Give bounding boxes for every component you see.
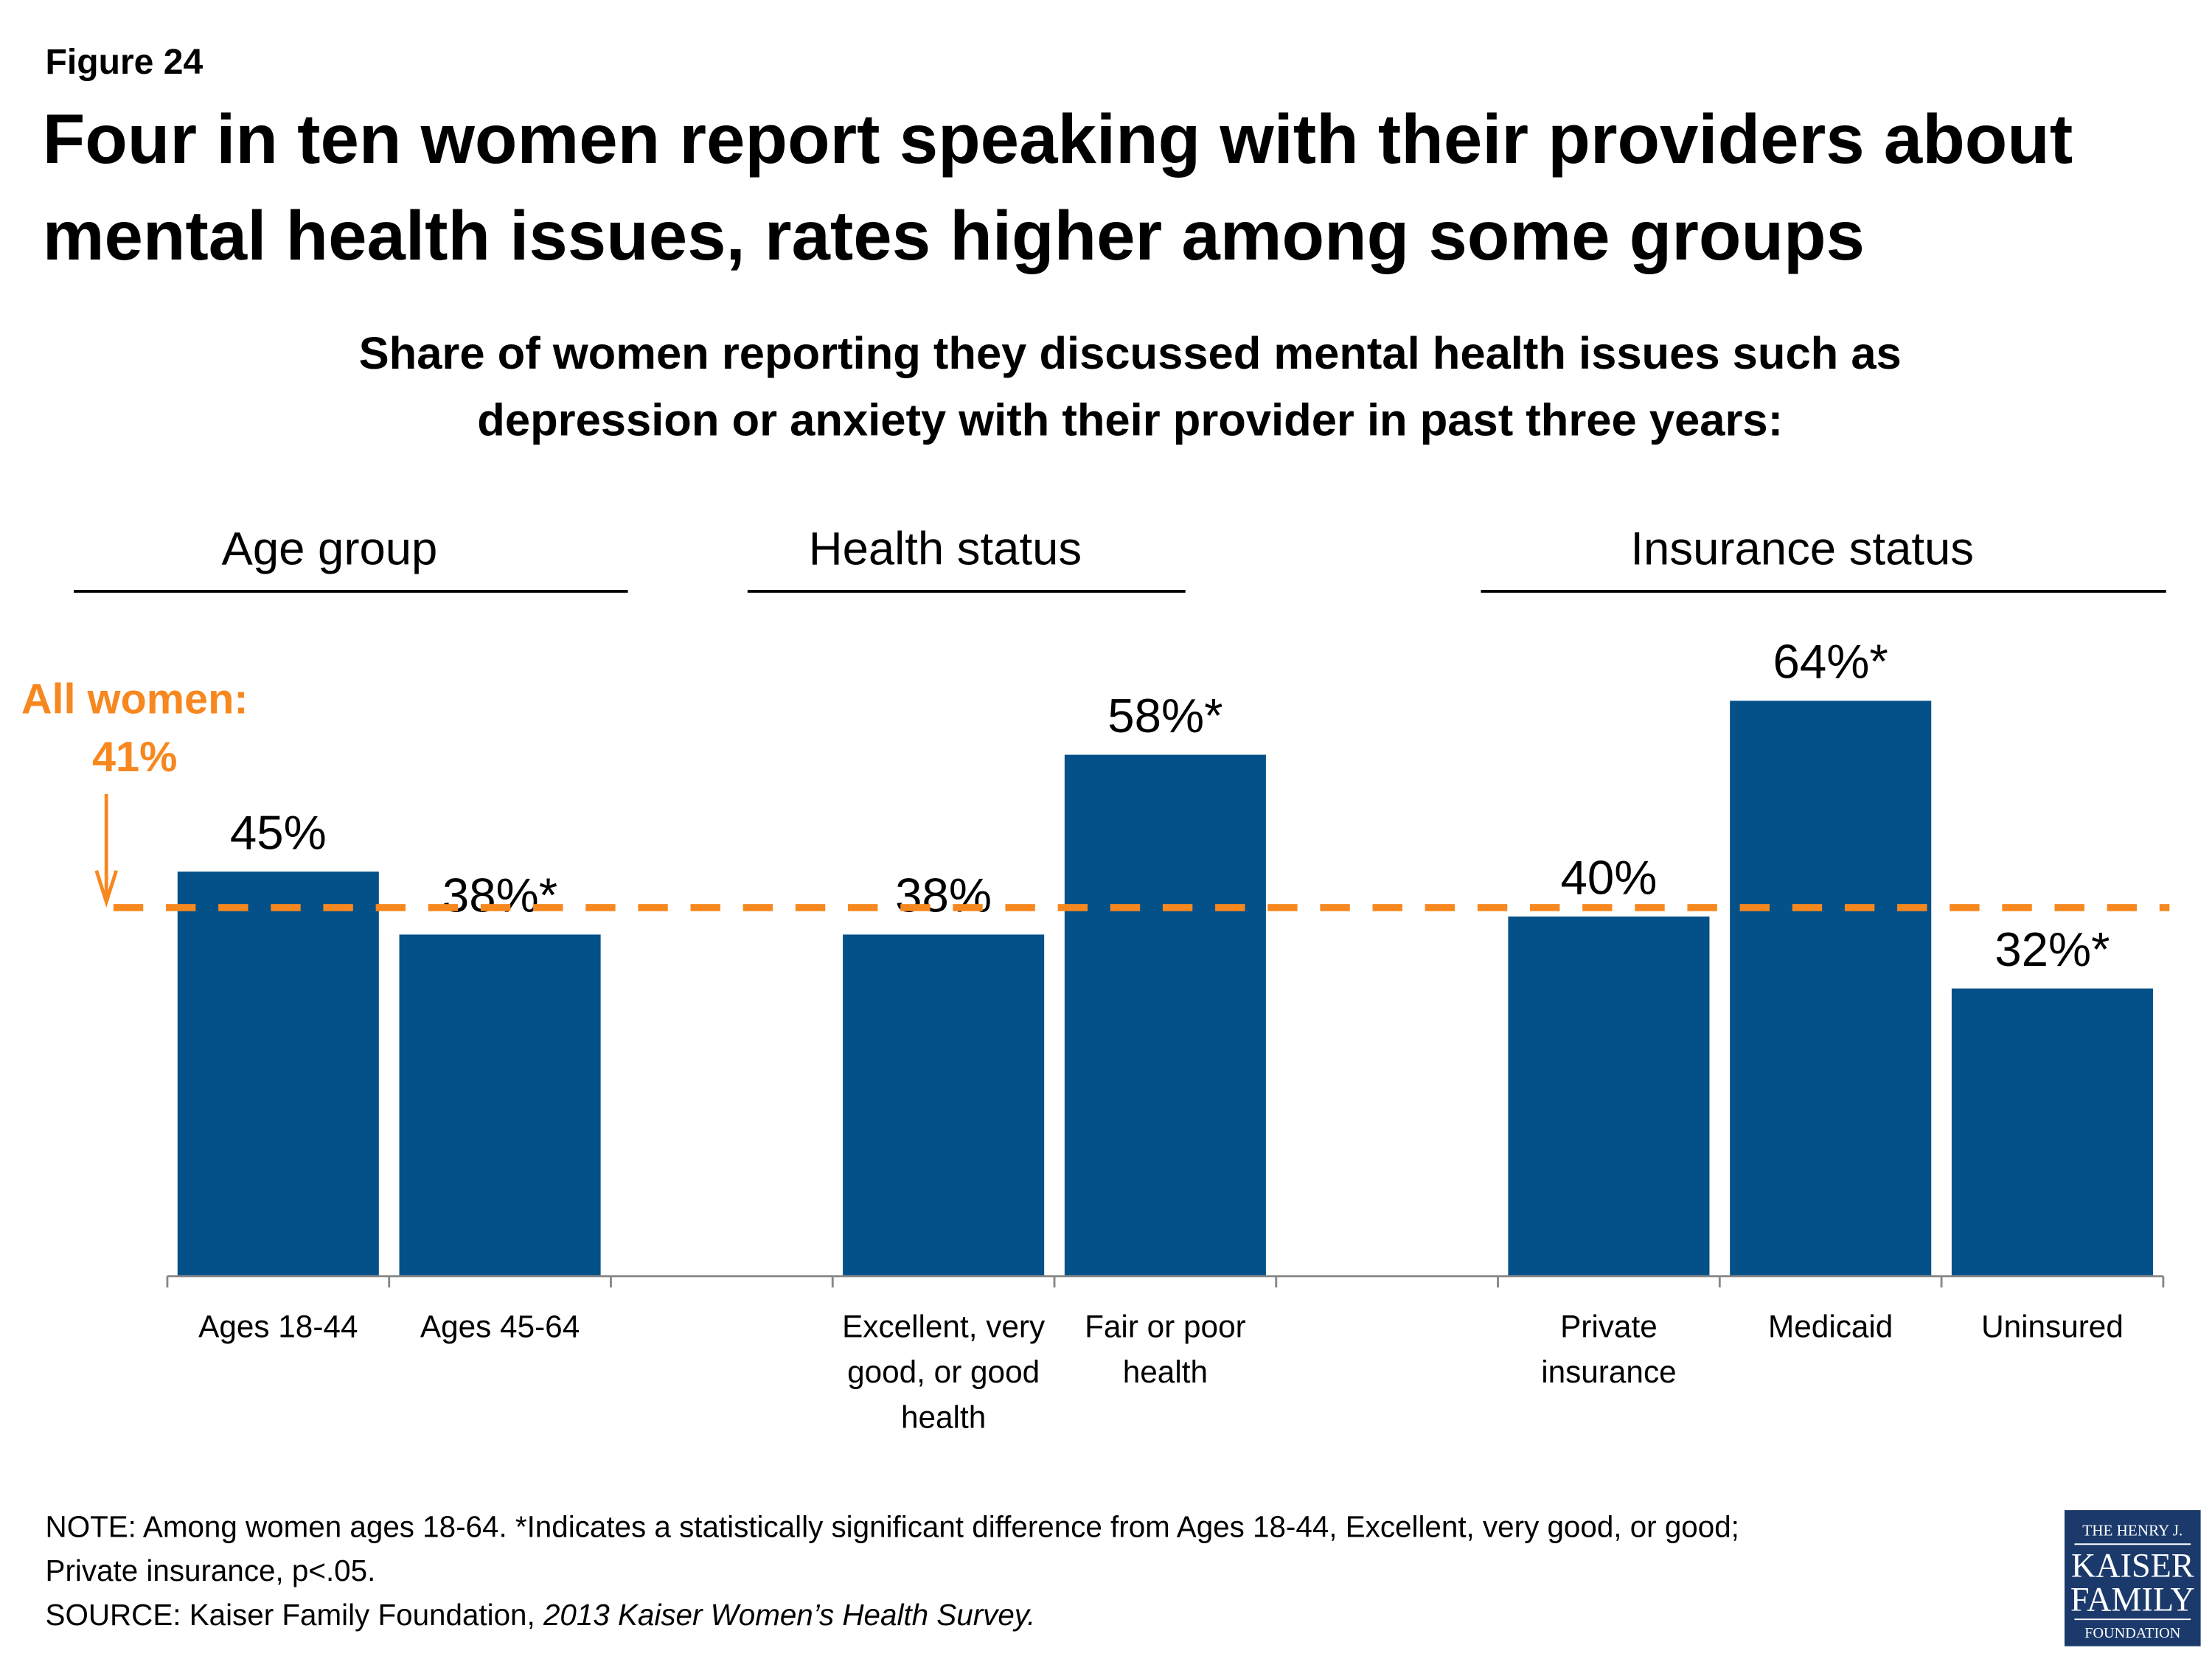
x-tick-label: Private	[1560, 1309, 1658, 1343]
data-label: 38%*	[442, 869, 557, 922]
data-label: 40%	[1560, 850, 1657, 904]
figure-label: Figure 24	[46, 42, 204, 82]
arrow-head-icon	[94, 870, 118, 908]
reference-label-line-2: 41%	[92, 734, 177, 781]
x-tick-label: Fair or poor	[1085, 1309, 1246, 1343]
note-line-2: Private insurance, p<.05.	[46, 1554, 376, 1587]
data-label: 64%*	[1773, 635, 1888, 689]
source-prefix: SOURCE: Kaiser Family Foundation,	[46, 1598, 543, 1632]
bars: 45% 38%* 38% 58%* 40% 64%* 32%*	[177, 635, 2153, 1276]
note-line-1: NOTE: Among women ages 18-64. *Indicates…	[46, 1510, 1739, 1544]
logo-line-1: THE HENRY J.	[2082, 1522, 2183, 1540]
chart-title-line-2: mental health issues, rates higher among…	[43, 197, 1865, 274]
x-tick-label: Excellent, very	[842, 1309, 1046, 1343]
bar	[1730, 700, 1932, 1276]
x-tick-label: Uninsured	[1981, 1309, 2124, 1343]
bar	[1951, 988, 2153, 1276]
bar	[399, 934, 601, 1276]
x-tick-label: Ages 45-64	[420, 1309, 580, 1343]
chart-title-line-1: Four in ten women report speaking with t…	[43, 100, 2073, 178]
chart-subtitle-line-2: depression or anxiety with their provide…	[477, 394, 1783, 445]
logo-background	[2065, 1510, 2201, 1646]
logo-line-2: KAISER	[2071, 1546, 2194, 1584]
group-header: Age group	[222, 523, 438, 574]
x-tick-label: good, or good	[847, 1354, 1040, 1389]
x-axis: Ages 18-44 Ages 45-64 Excellent, very good,…	[166, 1275, 2165, 1435]
bar	[843, 934, 1045, 1276]
data-label: 45%	[230, 805, 327, 859]
source-italic: 2013 Kaiser Women’s Health Survey.	[543, 1598, 1035, 1632]
bar	[177, 872, 379, 1276]
logo-line-3: FAMILY	[2070, 1581, 2195, 1618]
x-tick-label: Medicaid	[1768, 1309, 1893, 1343]
bar	[1508, 917, 1710, 1276]
chart-subtitle-line-1: Share of women reporting they discussed …	[359, 328, 1902, 379]
group-headers: Age group Health status Insurance status	[74, 523, 2166, 593]
x-tick-label: Ages 18-44	[198, 1309, 358, 1343]
data-label: 58%*	[1107, 689, 1222, 742]
reference-label-line-1: All women:	[21, 675, 248, 723]
bar	[1064, 754, 1266, 1276]
data-label: 32%*	[1994, 922, 2110, 976]
data-label: 38%	[895, 869, 992, 922]
x-tick-label: insurance	[1541, 1354, 1676, 1389]
group-header: Health status	[809, 523, 1082, 574]
kff-logo: THE HENRY J. KAISER FAMILY FOUNDATION	[2065, 1510, 2201, 1646]
logo-line-4: FOUNDATION	[2084, 1625, 2181, 1641]
x-tick-label: health	[901, 1400, 986, 1435]
source-line: SOURCE: Kaiser Family Foundation, 2013 K…	[46, 1598, 1036, 1632]
reference-line-group: All women: 41%	[21, 675, 2170, 911]
group-header: Insurance status	[1630, 523, 1974, 574]
x-tick-label: health	[1123, 1354, 1208, 1389]
